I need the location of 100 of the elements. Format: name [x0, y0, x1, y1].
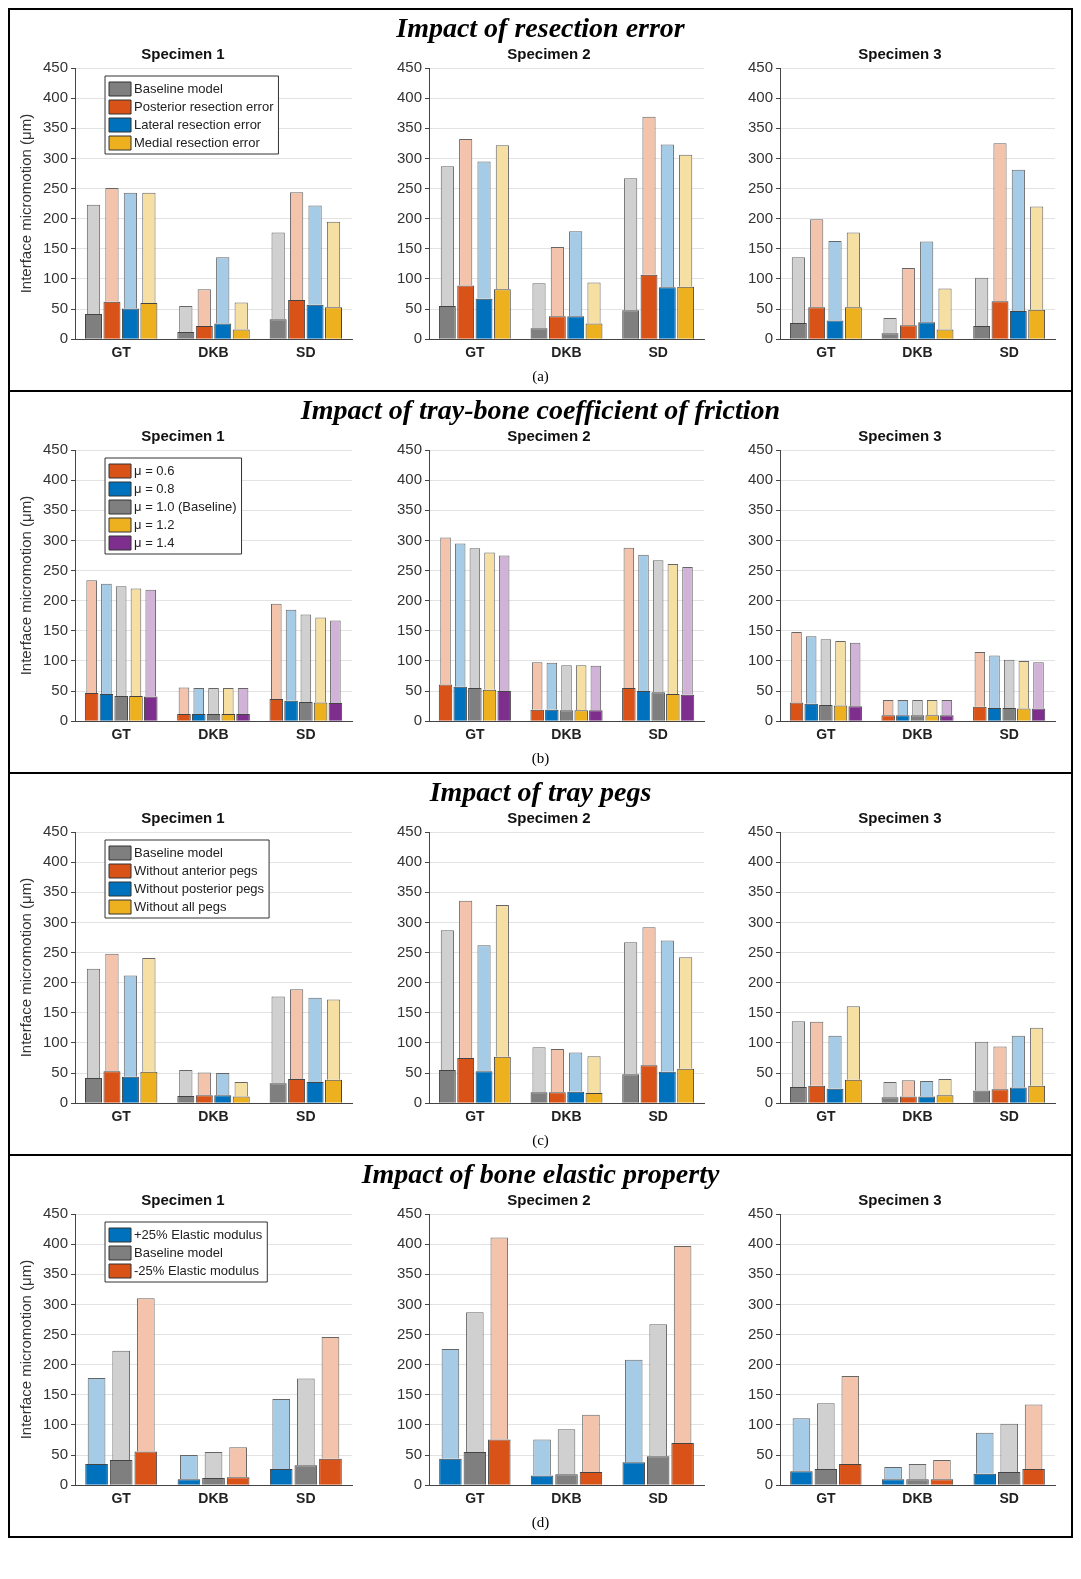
y-tick-label: 300: [748, 1294, 774, 1312]
y-tick-label: 450: [748, 440, 774, 458]
y-tick-label: 300: [748, 530, 774, 548]
y-tick-label: 400: [43, 1234, 69, 1252]
y-tick-label: 200: [43, 1354, 69, 1372]
x-tick-label: GT: [464, 1490, 485, 1507]
x-tick-label: DKB: [198, 726, 229, 743]
y-tick-label: 450: [396, 440, 422, 458]
y-tick-label: 0: [59, 711, 69, 729]
y-tick-label: 200: [43, 590, 69, 608]
x-tick-label: SD: [999, 1490, 1019, 1507]
y-tick-label: 150: [396, 238, 422, 256]
y-tick-label: 150: [396, 1002, 422, 1020]
y-tick-label: 300: [43, 912, 69, 930]
y-tick-label: 350: [396, 118, 422, 136]
legend-label: Baseline model: [134, 1244, 224, 1260]
y-tick-label: 50: [51, 1063, 69, 1081]
y-tick-label: 200: [748, 1354, 774, 1372]
chart-title: Specimen 2: [506, 809, 591, 827]
x-tick-label: DKB: [902, 1490, 933, 1507]
y-tick-label: 50: [404, 1063, 422, 1081]
y-tick-label: 100: [748, 1033, 774, 1051]
legend-label: Posterior resection error: [134, 98, 275, 114]
x-tick-label: DKB: [198, 1108, 229, 1125]
x-tick-label: GT: [816, 1490, 837, 1507]
y-tick-label: 450: [43, 822, 69, 840]
y-tick-label: 300: [396, 912, 422, 930]
y-tick-label: 50: [756, 1445, 774, 1463]
y-tick-label: 0: [764, 329, 774, 347]
y-tick-label: 300: [43, 1294, 69, 1312]
y-axis-title: Interface micromotion (μm): [17, 495, 35, 676]
y-tick-label: 250: [748, 942, 774, 960]
y-tick-label: 400: [396, 88, 422, 106]
y-tick-label: 400: [748, 470, 774, 488]
text: Impact of resection error: [396, 12, 685, 45]
y-tick-label: 0: [413, 711, 422, 729]
x-tick-label: GT: [111, 1490, 132, 1507]
legend-label: +25% Elastic modulus: [134, 1226, 263, 1242]
text: (a): [531, 368, 550, 385]
x-tick-label: DKB: [902, 1108, 933, 1125]
y-tick-label: 100: [43, 269, 69, 287]
x-tick-label: GT: [816, 1108, 837, 1125]
y-tick-label: 150: [748, 1384, 774, 1402]
x-tick-label: DKB: [198, 344, 229, 361]
y-tick-label: 150: [396, 1384, 422, 1402]
y-tick-label: 200: [748, 208, 774, 226]
y-tick-label: 450: [748, 1204, 774, 1222]
y-tick-label: 350: [748, 500, 774, 518]
y-tick-label: 150: [748, 1002, 774, 1020]
y-tick-label: 450: [43, 440, 69, 458]
y-tick-label: 100: [43, 651, 69, 669]
chart-title: Specimen 2: [506, 1191, 591, 1209]
y-tick-label: 50: [51, 299, 69, 317]
y-tick-label: 450: [43, 1204, 69, 1222]
chart-title: Specimen 1: [141, 1191, 225, 1209]
y-tick-label: 400: [396, 852, 422, 870]
x-tick-label: DKB: [550, 344, 582, 361]
y-tick-label: 100: [748, 651, 774, 669]
y-tick-label: 300: [748, 912, 774, 930]
chart-title: Specimen 2: [506, 45, 591, 63]
y-tick-label: 450: [43, 58, 69, 76]
y-tick-label: 0: [764, 1093, 774, 1111]
y-tick-label: 250: [748, 1324, 774, 1342]
x-tick-label: SD: [647, 726, 668, 743]
y-tick-label: 400: [43, 470, 69, 488]
legend-label: -25% Elastic modulus: [134, 1262, 260, 1278]
legend-label: Baseline model: [134, 844, 224, 860]
y-tick-label: 0: [413, 1475, 422, 1493]
y-tick-label: 250: [396, 178, 422, 196]
y-tick-label: 350: [396, 500, 422, 518]
y-tick-label: 350: [748, 882, 774, 900]
chart-title: Specimen 3: [858, 1191, 942, 1209]
y-axis-title: Interface micromotion (μm): [17, 113, 35, 294]
y-tick-label: 200: [396, 972, 422, 990]
y-tick-label: 350: [43, 882, 69, 900]
x-tick-label: SD: [999, 1108, 1019, 1125]
x-tick-label: DKB: [550, 1490, 582, 1507]
y-tick-label: 350: [748, 1264, 774, 1282]
y-tick-label: 450: [748, 822, 774, 840]
x-tick-label: SD: [296, 1490, 316, 1507]
y-tick-label: 100: [396, 269, 422, 287]
y-tick-label: 50: [51, 1445, 69, 1463]
x-tick-label: SD: [647, 1490, 668, 1507]
y-tick-label: 50: [756, 299, 774, 317]
y-tick-label: 350: [43, 1264, 69, 1282]
y-tick-label: 200: [396, 1354, 422, 1372]
text: (d): [530, 1514, 551, 1531]
chart-title: Specimen 1: [141, 427, 225, 445]
legend-label: Medial resection error: [134, 134, 261, 150]
x-tick-label: GT: [464, 344, 485, 361]
x-tick-label: SD: [999, 726, 1019, 743]
y-tick-label: 450: [396, 822, 422, 840]
y-tick-label: 100: [43, 1415, 69, 1433]
y-tick-label: 250: [748, 560, 774, 578]
x-tick-label: DKB: [198, 1490, 229, 1507]
text: (c): [531, 1132, 550, 1149]
y-tick-label: 300: [396, 530, 422, 548]
y-tick-label: 0: [59, 1093, 69, 1111]
chart-title: Specimen 1: [141, 45, 225, 63]
y-tick-label: 400: [43, 852, 69, 870]
